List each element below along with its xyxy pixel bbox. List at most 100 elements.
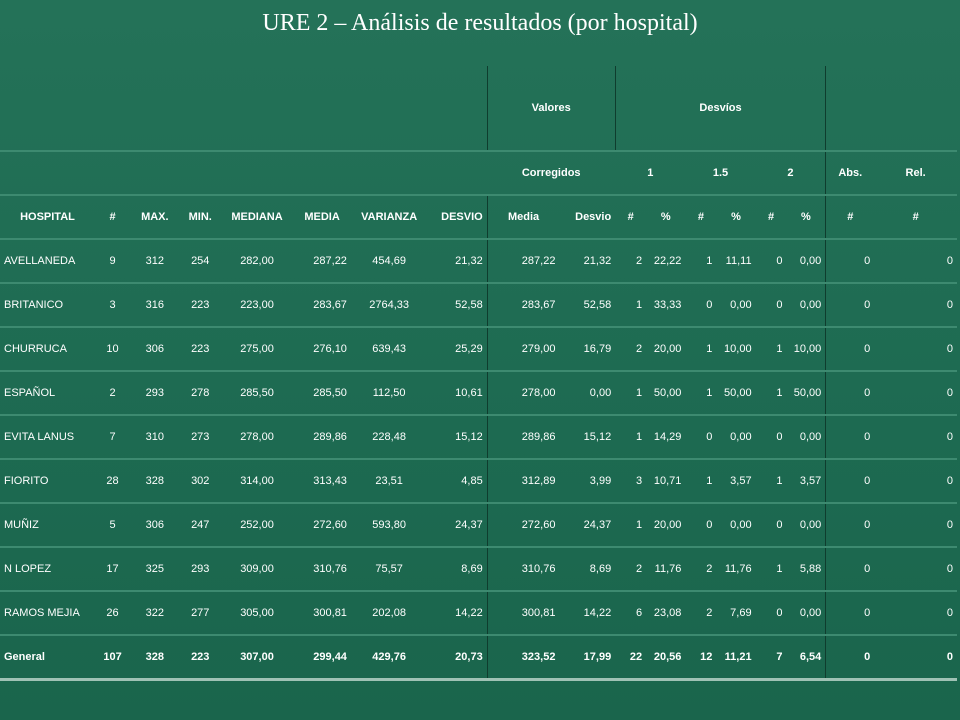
- table-cell: 0: [755, 502, 787, 547]
- table-row: N LOPEZ 17 325 293 309,00 310,76 75,57 8,69 310,…: [0, 546, 957, 591]
- table-cell: 1: [615, 282, 647, 327]
- table-row: CHURRUCA 10 306 223 275,00 276,10 639,43 25,29 2…: [0, 326, 957, 371]
- table-cell: 272,60: [293, 502, 351, 547]
- table-cell: 10,71: [646, 458, 686, 503]
- table-cell: 278: [179, 370, 221, 415]
- column-header: MAX.: [130, 194, 180, 239]
- column-header: #: [94, 194, 131, 239]
- table-cell: N LOPEZ: [0, 546, 95, 591]
- table-cell: 223: [179, 282, 221, 327]
- table-cell: 107: [94, 634, 131, 681]
- table-cell: 14,22: [559, 590, 616, 635]
- column-header: %: [716, 194, 756, 239]
- table-cell: 0: [685, 414, 717, 459]
- table-cell: 1: [685, 326, 717, 371]
- table-row: ESPAÑOL 2 293 278 285,50 285,50 112,50 10,61 278…: [0, 370, 957, 415]
- table-cell: 1: [685, 458, 717, 503]
- table-row: FIORITO 28 328 302 314,00 313,43 23,51 4,85 312,…: [0, 458, 957, 503]
- table-cell: 454,69: [350, 238, 428, 283]
- header-row-columns: HOSPITAL # MAX. MIN. MEDIANA MEDIA VARIANZA DES…: [0, 194, 957, 239]
- table-cell: ESPAÑOL: [0, 370, 95, 415]
- table-cell: 228,48: [350, 414, 428, 459]
- table-cell: 1: [755, 326, 787, 371]
- column-header: Media: [486, 194, 560, 239]
- table-cell: 11,11: [716, 238, 756, 283]
- table-cell: 50,00: [646, 370, 686, 415]
- table-cell: 5,88: [786, 546, 826, 591]
- table-cell: 0,00: [786, 282, 826, 327]
- table-cell: 247: [179, 502, 221, 547]
- table-cell: 0: [874, 590, 957, 635]
- table-row: RAMOS MEJIA 26 322 277 305,00 300,81 202,08 14,…: [0, 590, 957, 635]
- header-rel: Rel.: [874, 150, 957, 195]
- table-cell: 0: [874, 238, 957, 283]
- table-cell: 5: [94, 502, 131, 547]
- table-cell: 1: [755, 546, 787, 591]
- table-cell: 112,50: [350, 370, 428, 415]
- table-cell: 2: [615, 546, 647, 591]
- table-cell: 283,67: [293, 282, 351, 327]
- table-cell: AVELLANEDA: [0, 238, 95, 283]
- column-header: #: [685, 194, 717, 239]
- table-cell: 0: [874, 282, 957, 327]
- table-cell: 306: [130, 502, 180, 547]
- table-cell: 287,22: [486, 238, 560, 283]
- table-cell: 10,00: [786, 326, 826, 371]
- table-cell: 0: [825, 238, 875, 283]
- table-cell: 0,00: [786, 414, 826, 459]
- table-cell: 0: [825, 590, 875, 635]
- table-cell: 2: [94, 370, 131, 415]
- table-cell: 254: [179, 238, 221, 283]
- header-abs: Abs.: [825, 150, 875, 195]
- table-cell: 223,00: [220, 282, 294, 327]
- table-cell: 202,08: [350, 590, 428, 635]
- table-cell: 277: [179, 590, 221, 635]
- table-cell: CHURRUCA: [0, 326, 95, 371]
- table-cell: 2: [685, 590, 717, 635]
- table-cell: 11,21: [716, 634, 756, 681]
- table-cell: 6: [615, 590, 647, 635]
- table-cell: 285,50: [293, 370, 351, 415]
- table-cell: 273: [179, 414, 221, 459]
- table-cell: 2764,33: [350, 282, 428, 327]
- table-cell: 310,76: [293, 546, 351, 591]
- table-cell: 0: [825, 502, 875, 547]
- table-cell: 279,00: [486, 326, 560, 371]
- column-header: MEDIANA: [220, 194, 294, 239]
- table-cell: 50,00: [716, 370, 756, 415]
- table-cell: 305,00: [220, 590, 294, 635]
- column-header: #: [874, 194, 957, 239]
- table-cell: 50,00: [786, 370, 826, 415]
- table-cell: 223: [179, 326, 221, 371]
- table-cell: 285,50: [220, 370, 294, 415]
- table-cell: 17: [94, 546, 131, 591]
- table-cell: 22: [615, 634, 647, 681]
- table-cell: 276,10: [293, 326, 351, 371]
- results-table: Valores Desvíos Corregidos 1 1.5 2 Abs. …: [0, 66, 957, 681]
- column-header: MEDIA: [293, 194, 351, 239]
- table-cell: MUÑIZ: [0, 502, 95, 547]
- table-cell: 0,00: [786, 238, 826, 283]
- table-cell: 223: [179, 634, 221, 681]
- table-cell: 1: [685, 370, 717, 415]
- column-header: #: [755, 194, 787, 239]
- table-cell: 10: [94, 326, 131, 371]
- table-cell: 28: [94, 458, 131, 503]
- table-cell: 313,43: [293, 458, 351, 503]
- table-cell: 21,32: [427, 238, 488, 283]
- table-cell: 1: [615, 370, 647, 415]
- column-header: VARIANZA: [350, 194, 428, 239]
- table-cell: 23,51: [350, 458, 428, 503]
- table-cell: 293: [179, 546, 221, 591]
- table-cell: General: [0, 634, 95, 681]
- table-cell: 0,00: [786, 590, 826, 635]
- table-cell: 293: [130, 370, 180, 415]
- table-cell: 0,00: [786, 502, 826, 547]
- table-cell: 25,29: [427, 326, 488, 371]
- table-cell: 323,52: [486, 634, 560, 681]
- table-cell: 328: [130, 634, 180, 681]
- table-cell: 0,00: [559, 370, 616, 415]
- table-cell: 0: [874, 634, 957, 681]
- table-cell: FIORITO: [0, 458, 95, 503]
- table-cell: 11,76: [646, 546, 686, 591]
